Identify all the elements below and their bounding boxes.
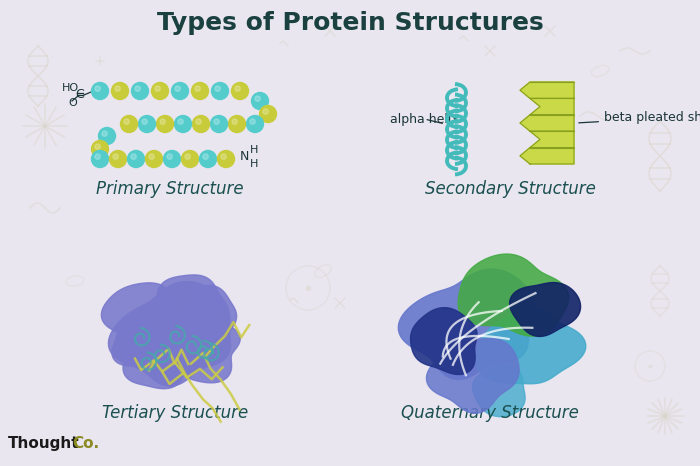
Polygon shape — [473, 365, 525, 417]
Circle shape — [113, 154, 118, 159]
Polygon shape — [476, 307, 586, 384]
Circle shape — [192, 82, 209, 100]
Circle shape — [155, 86, 160, 91]
Polygon shape — [112, 321, 161, 366]
Circle shape — [92, 82, 108, 100]
Circle shape — [172, 82, 188, 100]
Circle shape — [146, 151, 162, 167]
Circle shape — [102, 131, 107, 137]
Circle shape — [127, 151, 144, 167]
Polygon shape — [520, 115, 574, 131]
Text: Secondary Structure: Secondary Structure — [425, 180, 596, 198]
Circle shape — [115, 86, 120, 91]
Circle shape — [95, 86, 100, 91]
Circle shape — [92, 151, 108, 167]
Circle shape — [185, 154, 190, 159]
Circle shape — [195, 86, 200, 91]
Polygon shape — [158, 275, 225, 338]
Circle shape — [111, 82, 129, 100]
Circle shape — [214, 119, 219, 124]
Circle shape — [167, 154, 172, 159]
Circle shape — [131, 154, 136, 159]
Circle shape — [120, 116, 137, 132]
Circle shape — [181, 151, 199, 167]
Text: H: H — [250, 145, 258, 155]
Polygon shape — [530, 131, 574, 148]
Circle shape — [124, 119, 130, 124]
Polygon shape — [167, 317, 240, 383]
Circle shape — [142, 119, 147, 124]
Circle shape — [109, 151, 127, 167]
Polygon shape — [520, 82, 574, 98]
Circle shape — [232, 119, 237, 124]
Circle shape — [199, 151, 216, 167]
Circle shape — [95, 144, 100, 149]
Circle shape — [235, 86, 240, 91]
Circle shape — [132, 82, 148, 100]
Circle shape — [139, 116, 155, 132]
Circle shape — [174, 116, 192, 132]
Text: C: C — [76, 89, 85, 102]
Circle shape — [263, 109, 268, 114]
Circle shape — [215, 86, 220, 91]
Circle shape — [149, 154, 154, 159]
Text: HO: HO — [62, 83, 79, 93]
Circle shape — [203, 154, 209, 159]
Circle shape — [160, 119, 165, 124]
Circle shape — [218, 151, 234, 167]
Circle shape — [211, 116, 228, 132]
Circle shape — [260, 105, 276, 123]
Text: Thought: Thought — [8, 436, 80, 451]
Circle shape — [193, 116, 209, 132]
Circle shape — [228, 116, 246, 132]
Circle shape — [251, 92, 269, 110]
Polygon shape — [520, 148, 574, 164]
Circle shape — [157, 116, 174, 132]
Text: Tertiary Structure: Tertiary Structure — [102, 404, 248, 422]
Circle shape — [95, 154, 100, 159]
Circle shape — [221, 154, 226, 159]
Polygon shape — [411, 308, 477, 375]
Text: beta pleated sheet: beta pleated sheet — [579, 111, 700, 124]
Circle shape — [175, 86, 181, 91]
Text: alpha helix: alpha helix — [390, 112, 458, 125]
Text: Types of Protein Structures: Types of Protein Structures — [157, 11, 543, 35]
Text: Quaternary Structure: Quaternary Structure — [401, 404, 579, 422]
Polygon shape — [123, 333, 183, 389]
Text: H: H — [250, 159, 258, 169]
Circle shape — [99, 128, 116, 144]
Text: N: N — [240, 151, 249, 164]
Circle shape — [196, 119, 202, 124]
Polygon shape — [530, 98, 574, 115]
Circle shape — [246, 116, 263, 132]
Polygon shape — [426, 338, 519, 413]
Polygon shape — [183, 285, 237, 340]
Text: O: O — [68, 98, 77, 108]
Polygon shape — [458, 254, 569, 336]
Text: Co.: Co. — [72, 436, 99, 451]
Polygon shape — [108, 281, 230, 386]
Circle shape — [164, 151, 181, 167]
Text: Primary Structure: Primary Structure — [96, 180, 244, 198]
Circle shape — [255, 96, 260, 101]
Polygon shape — [398, 269, 534, 379]
Circle shape — [250, 119, 255, 124]
Circle shape — [232, 82, 248, 100]
Circle shape — [92, 141, 108, 158]
Circle shape — [135, 86, 140, 91]
Circle shape — [151, 82, 169, 100]
Circle shape — [211, 82, 228, 100]
Polygon shape — [102, 283, 188, 350]
Circle shape — [178, 119, 183, 124]
Polygon shape — [510, 282, 580, 336]
